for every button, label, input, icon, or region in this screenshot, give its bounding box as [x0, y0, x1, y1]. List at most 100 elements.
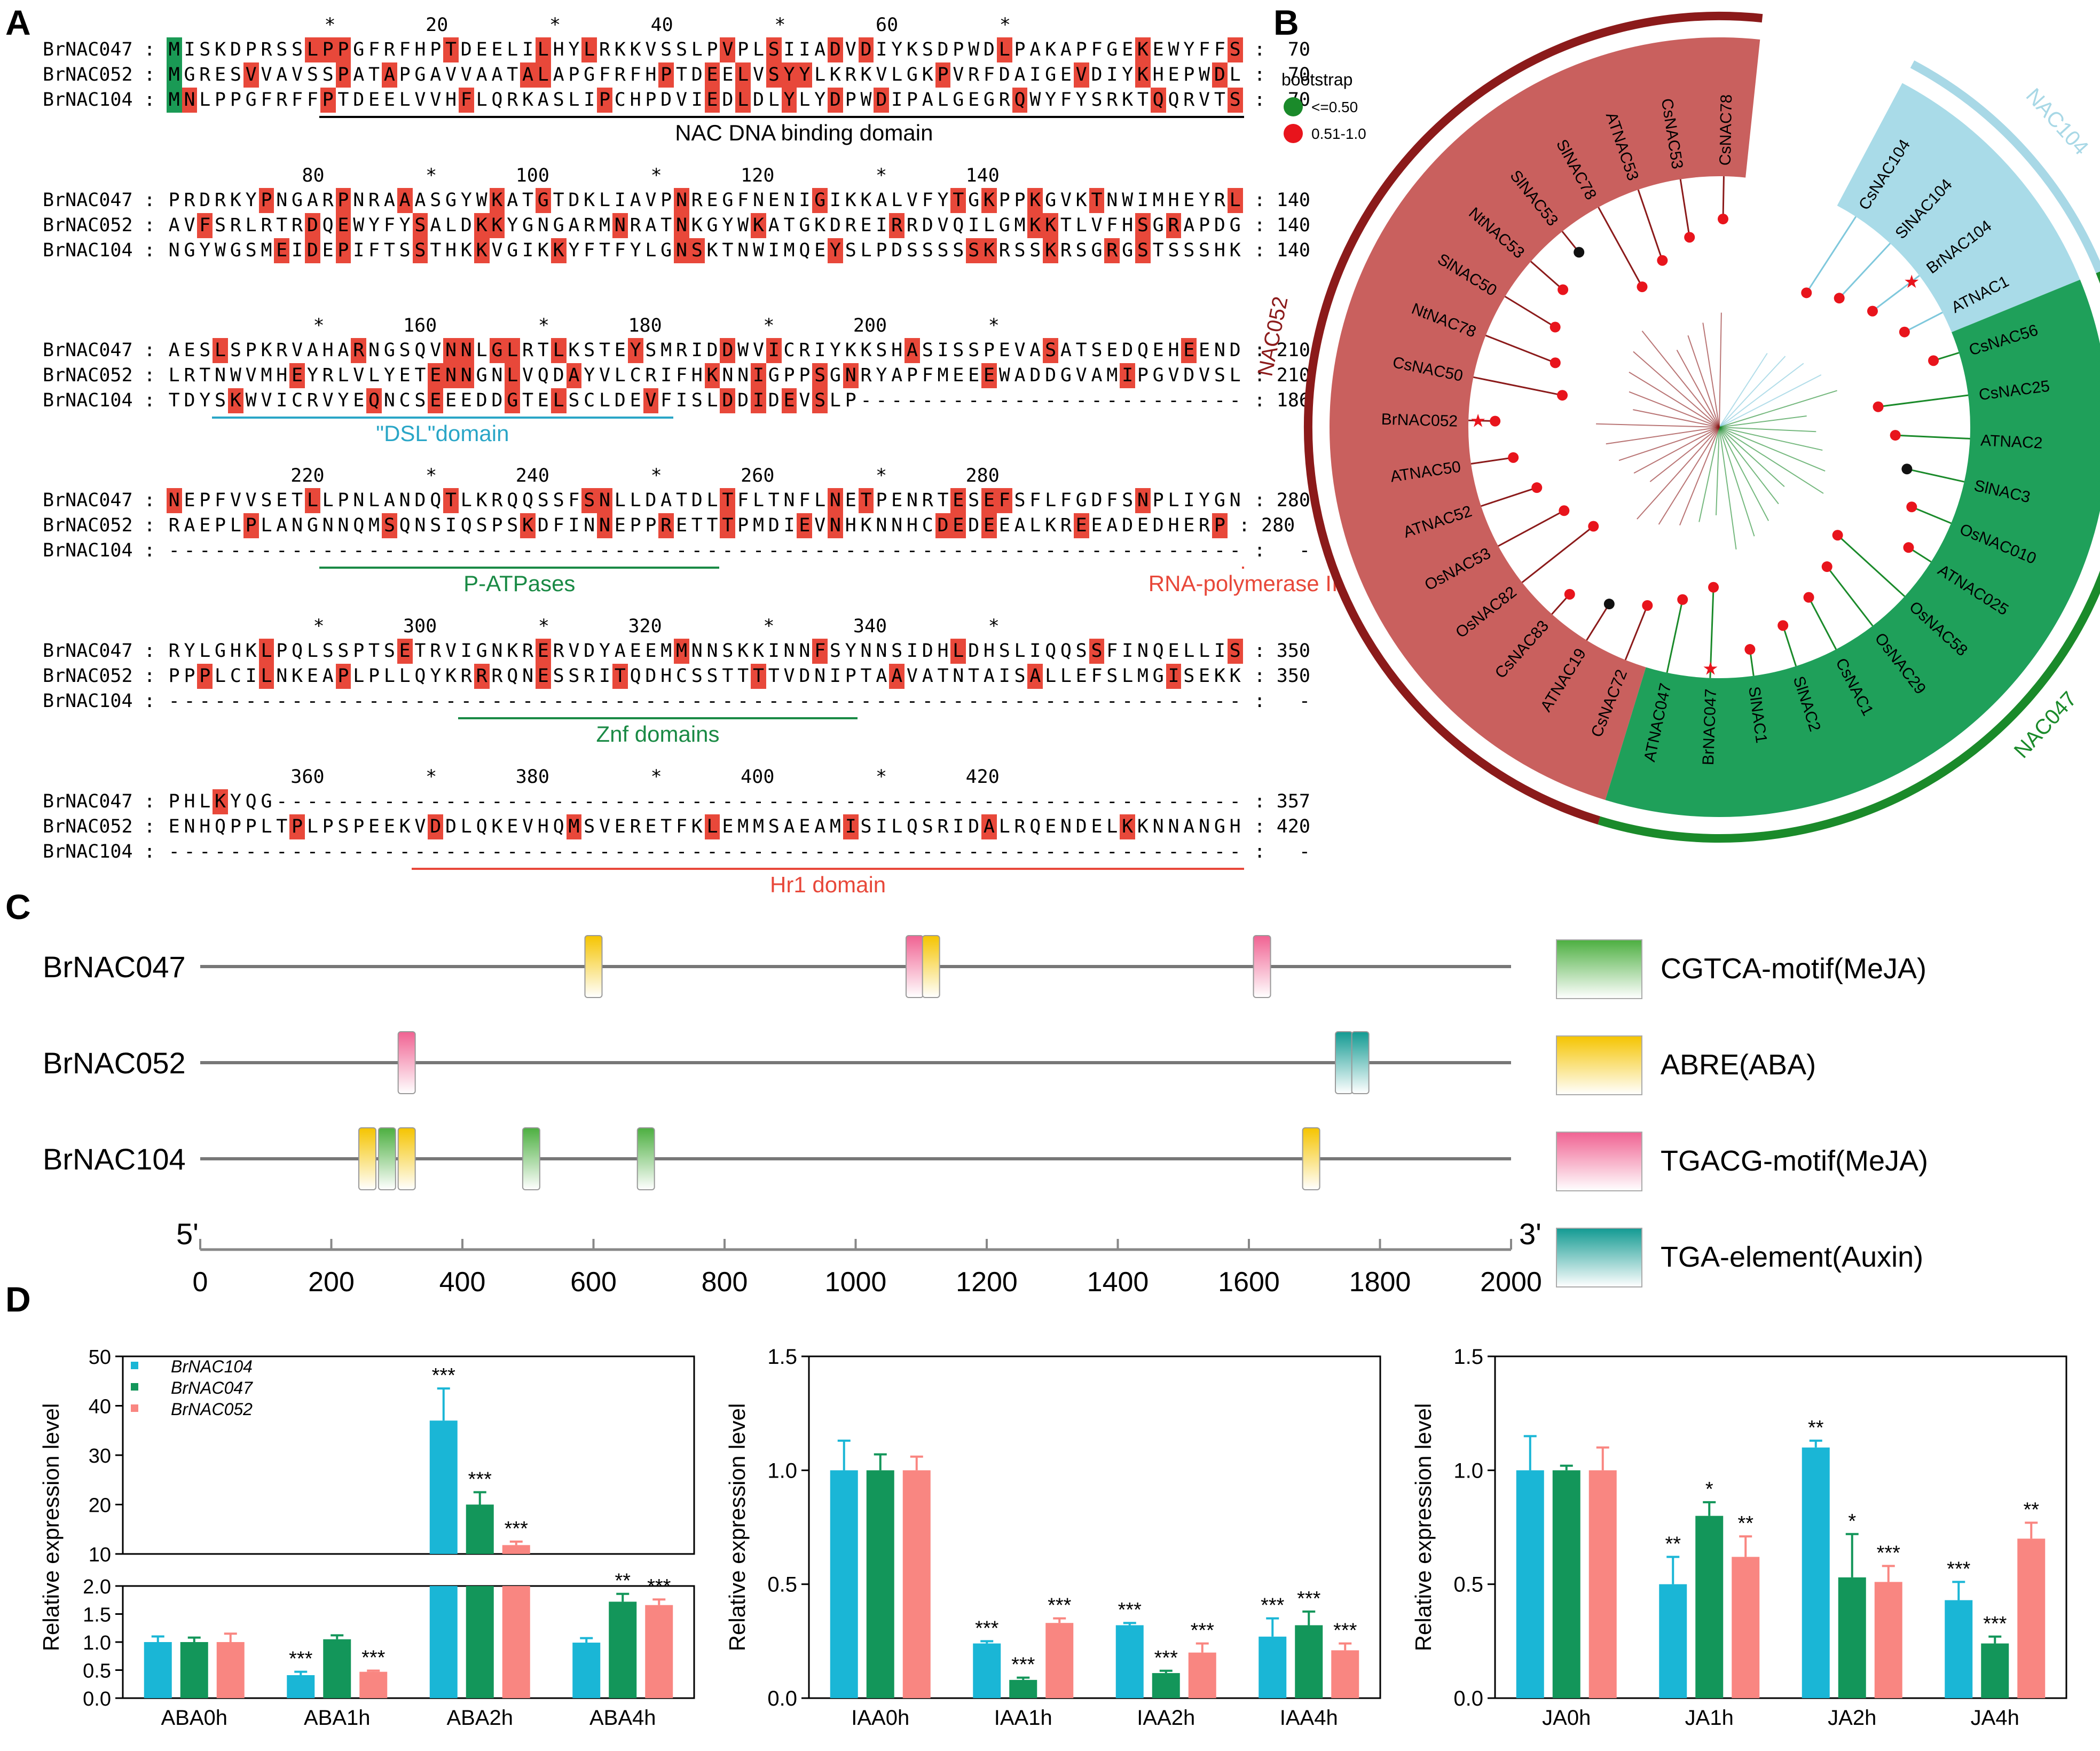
bar-chart: 0.0 0.5 1.0 1.5 IAA0h IAA1h *** *** *** IAA2h *** *…	[725, 1345, 1381, 1730]
axis-tick-label: 1200	[956, 1267, 1018, 1298]
x-tick-label: JA1h	[1685, 1706, 1734, 1730]
tree-branch	[1676, 349, 1720, 428]
tree-branch	[1485, 334, 1556, 364]
clade-arc	[1910, 60, 2100, 273]
y-tick-label: 1.5	[1453, 1345, 1483, 1369]
significance-label: ***	[1333, 1620, 1357, 1642]
bootstrap-node	[1637, 281, 1648, 293]
tree-branch	[1719, 427, 1769, 521]
bootstrap-node	[1821, 561, 1832, 572]
panel-label-b: B	[1273, 3, 1299, 42]
legend-label: ABRE(ABA)	[1661, 1049, 1816, 1081]
domain-underline	[458, 717, 858, 719]
y-axis-label: Relative expression level	[1411, 1403, 1436, 1652]
plot-frame	[808, 1355, 1381, 1699]
legend-label: TGA-element(Auxin)	[1661, 1241, 1923, 1273]
tree-branch	[1666, 599, 1684, 673]
sequence-residues: ----------------------------------------…	[168, 690, 1241, 712]
bar	[323, 1639, 351, 1698]
sequence-end-position: : 350	[1242, 665, 1311, 687]
tree-branch	[1911, 506, 1952, 524]
sequence-name: BrNAC104 :	[43, 841, 167, 862]
significance-label: ***	[1118, 1599, 1142, 1621]
bar	[180, 1642, 208, 1698]
y-tick-label: 0.5	[1453, 1573, 1483, 1597]
axis-tick-label: 2000	[1480, 1267, 1542, 1298]
sequence-name: BrNAC047 :	[43, 640, 167, 662]
clade-wedge	[1605, 279, 2100, 817]
domain-underline	[211, 417, 673, 419]
clade-arc	[1304, 12, 1763, 825]
bar	[1331, 1650, 1359, 1698]
bar	[466, 1586, 494, 1698]
legend-swatch	[131, 1383, 138, 1391]
sequence-name: BrNAC047 :	[43, 490, 167, 511]
bar	[1516, 1470, 1544, 1698]
alignment-row: BrNAC104 : -----------------------------…	[43, 839, 1310, 865]
bootstrap-node	[1574, 247, 1585, 258]
legend-swatch	[131, 1404, 138, 1412]
y-tick-label: 0.0	[767, 1687, 797, 1710]
tree-branch	[1633, 427, 1720, 474]
significance-label: ***	[1048, 1595, 1072, 1617]
tree-branch	[1808, 596, 1837, 650]
significance-label: ***	[1983, 1613, 2007, 1635]
tree-branch	[1633, 409, 1720, 428]
sequence-name: BrNAC052 :	[43, 215, 167, 236]
bar	[1874, 1582, 1902, 1698]
tree-branch	[1596, 423, 1720, 428]
tree-branch	[1481, 486, 1537, 507]
clade-arc	[1598, 271, 2100, 843]
axis-tick-label: 600	[570, 1267, 617, 1298]
sequence-end-position: : 210	[1242, 365, 1311, 386]
axis-end-label: 5'	[176, 1217, 199, 1251]
tree-branch	[1895, 434, 1970, 439]
bootstrap-node	[1588, 521, 1599, 532]
y-tick-label: 0.0	[1453, 1687, 1483, 1710]
sequence-name: BrNAC052 :	[43, 515, 167, 536]
legend-label: BrNAC104	[171, 1357, 253, 1376]
y-tick-label: 0.0	[83, 1688, 111, 1710]
axis-tick-label: 200	[308, 1267, 355, 1298]
tree-branch	[1641, 331, 1720, 428]
bar	[1981, 1643, 2009, 1698]
bar	[1695, 1516, 1724, 1698]
tree-branch	[1719, 353, 1768, 428]
bar	[1259, 1636, 1287, 1698]
alignment-ruler: 220 * 240 * 260 * 280	[211, 465, 1000, 486]
sequence-end-position: : -	[1242, 841, 1311, 862]
x-tick-label: IAA1h	[994, 1706, 1052, 1730]
tree-branch	[1719, 427, 1816, 433]
leaf-label: BrNAC052	[1381, 411, 1458, 430]
bootstrap-node	[1777, 620, 1789, 631]
significance-label: ***	[361, 1647, 386, 1669]
cis-element	[522, 1127, 540, 1190]
cis-element	[1302, 1127, 1320, 1190]
bootstrap-node	[1832, 530, 1843, 541]
bootstrap-node	[1801, 287, 1812, 299]
legend-label: CGTCA-motif(MeJA)	[1661, 953, 1926, 985]
legend-swatch	[1556, 1035, 1642, 1095]
legend-title: bootstrap	[1281, 70, 1352, 89]
significance-label: **	[1665, 1533, 1681, 1555]
bootstrap-node	[1744, 644, 1756, 655]
alignment-ruler: 80 * 100 * 120 * 140	[211, 165, 1000, 186]
tree-branch	[1473, 376, 1563, 396]
tree-branch	[1687, 335, 1720, 428]
legend-swatch	[1284, 97, 1303, 116]
x-tick-label: ABA0h	[161, 1706, 227, 1730]
bar	[429, 1420, 458, 1554]
bar	[216, 1642, 245, 1698]
legend-label: <=0.50	[1311, 99, 1358, 115]
clade-label: NAC052	[1253, 294, 1292, 378]
bar	[1009, 1679, 1037, 1698]
gene-name: BrNAC047	[43, 950, 186, 984]
sequence-name: BrNAC104 :	[43, 390, 167, 411]
